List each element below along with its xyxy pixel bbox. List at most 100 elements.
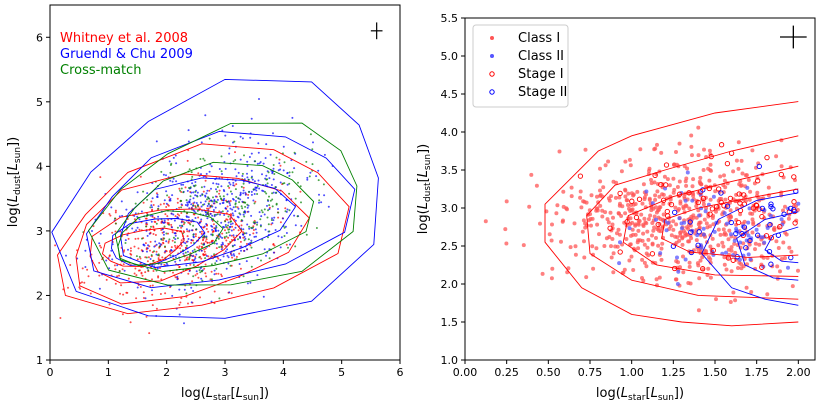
left-point — [260, 215, 262, 217]
left-point — [318, 199, 320, 201]
left-point — [316, 227, 318, 229]
left-point — [246, 173, 248, 175]
left-point — [284, 161, 286, 163]
left-point — [181, 221, 183, 223]
class1-point — [723, 185, 727, 189]
class1-point — [583, 226, 587, 230]
left-point — [246, 161, 248, 163]
class1-point — [609, 244, 613, 248]
stage1-point — [664, 163, 668, 167]
left-point — [105, 260, 107, 262]
left-point — [254, 221, 256, 223]
left-point — [228, 231, 230, 233]
class1-point — [719, 233, 723, 237]
class1-point — [695, 238, 699, 242]
left-point — [243, 201, 245, 203]
left-point — [227, 229, 229, 231]
left-ytick-label: 6 — [36, 31, 43, 44]
left-point — [195, 206, 197, 208]
left-point — [227, 210, 229, 212]
class2-point — [755, 228, 759, 232]
left-point — [198, 256, 200, 258]
class1-point — [638, 147, 642, 151]
left-point — [142, 250, 144, 252]
class1-point — [535, 184, 539, 188]
legend-stage1-label: Stage I — [518, 67, 564, 82]
left-point — [152, 197, 154, 199]
class2-point — [676, 270, 680, 274]
class1-point — [748, 212, 752, 216]
class2-point — [617, 261, 621, 265]
class1-point — [722, 233, 726, 237]
class1-point — [659, 151, 663, 155]
left-point — [169, 180, 171, 182]
left-point — [201, 141, 203, 143]
left-point — [280, 221, 282, 223]
left-point — [137, 227, 139, 229]
left-point — [171, 213, 173, 215]
left-point — [150, 226, 152, 228]
left-point — [192, 290, 194, 292]
class1-point — [527, 205, 531, 209]
class1-point — [696, 126, 700, 130]
left-point — [219, 214, 221, 216]
left-point — [233, 234, 235, 236]
left-point — [228, 216, 230, 218]
left-point — [119, 270, 121, 272]
left-point — [297, 182, 299, 184]
class2-point — [796, 202, 800, 206]
left-point — [201, 280, 203, 282]
left-point — [172, 240, 174, 242]
left-point — [235, 196, 237, 198]
class2-point — [690, 199, 694, 203]
left-point — [163, 231, 165, 233]
left-point — [210, 205, 212, 207]
class1-point — [751, 231, 755, 235]
left-point — [225, 240, 227, 242]
left-y-axis-label: log(Ldust[Lsun]) — [6, 137, 23, 227]
left-point — [182, 253, 184, 255]
left-point — [266, 178, 268, 180]
left-point — [180, 200, 182, 202]
left-point — [261, 173, 263, 175]
class1-point — [614, 196, 618, 200]
class2-point — [729, 232, 733, 236]
left-point — [266, 205, 268, 207]
left-point — [229, 184, 231, 186]
left-point — [178, 304, 180, 306]
class1-point — [529, 173, 533, 177]
class1-point — [730, 245, 734, 249]
left-point — [284, 235, 286, 237]
left-point — [248, 179, 250, 181]
class1-point — [631, 268, 635, 272]
left-point — [153, 270, 155, 272]
class1-point — [658, 276, 662, 280]
left-point — [137, 191, 139, 193]
left-point — [180, 212, 182, 214]
left-point — [236, 256, 238, 258]
class1-point — [595, 223, 599, 227]
class1-point — [685, 167, 689, 171]
left-point — [223, 189, 225, 191]
left-point — [230, 208, 232, 210]
left-point — [225, 207, 227, 209]
left-point — [59, 317, 61, 319]
stage1-point — [792, 200, 796, 204]
left-point — [216, 247, 218, 249]
class1-point — [628, 158, 632, 162]
right-ytick-label: 5.5 — [441, 12, 459, 25]
class1-point — [678, 180, 682, 184]
class1-point — [688, 265, 692, 269]
left-point — [264, 208, 266, 210]
left-point — [215, 268, 217, 270]
class1-point — [725, 268, 729, 272]
left-point — [151, 209, 153, 211]
left-point — [258, 152, 260, 154]
left-point — [99, 176, 101, 178]
left-point — [289, 244, 291, 246]
left-point — [115, 223, 117, 225]
class1-point — [645, 252, 649, 256]
left-point — [251, 247, 253, 249]
class1-point — [702, 148, 706, 152]
left-point — [234, 244, 236, 246]
